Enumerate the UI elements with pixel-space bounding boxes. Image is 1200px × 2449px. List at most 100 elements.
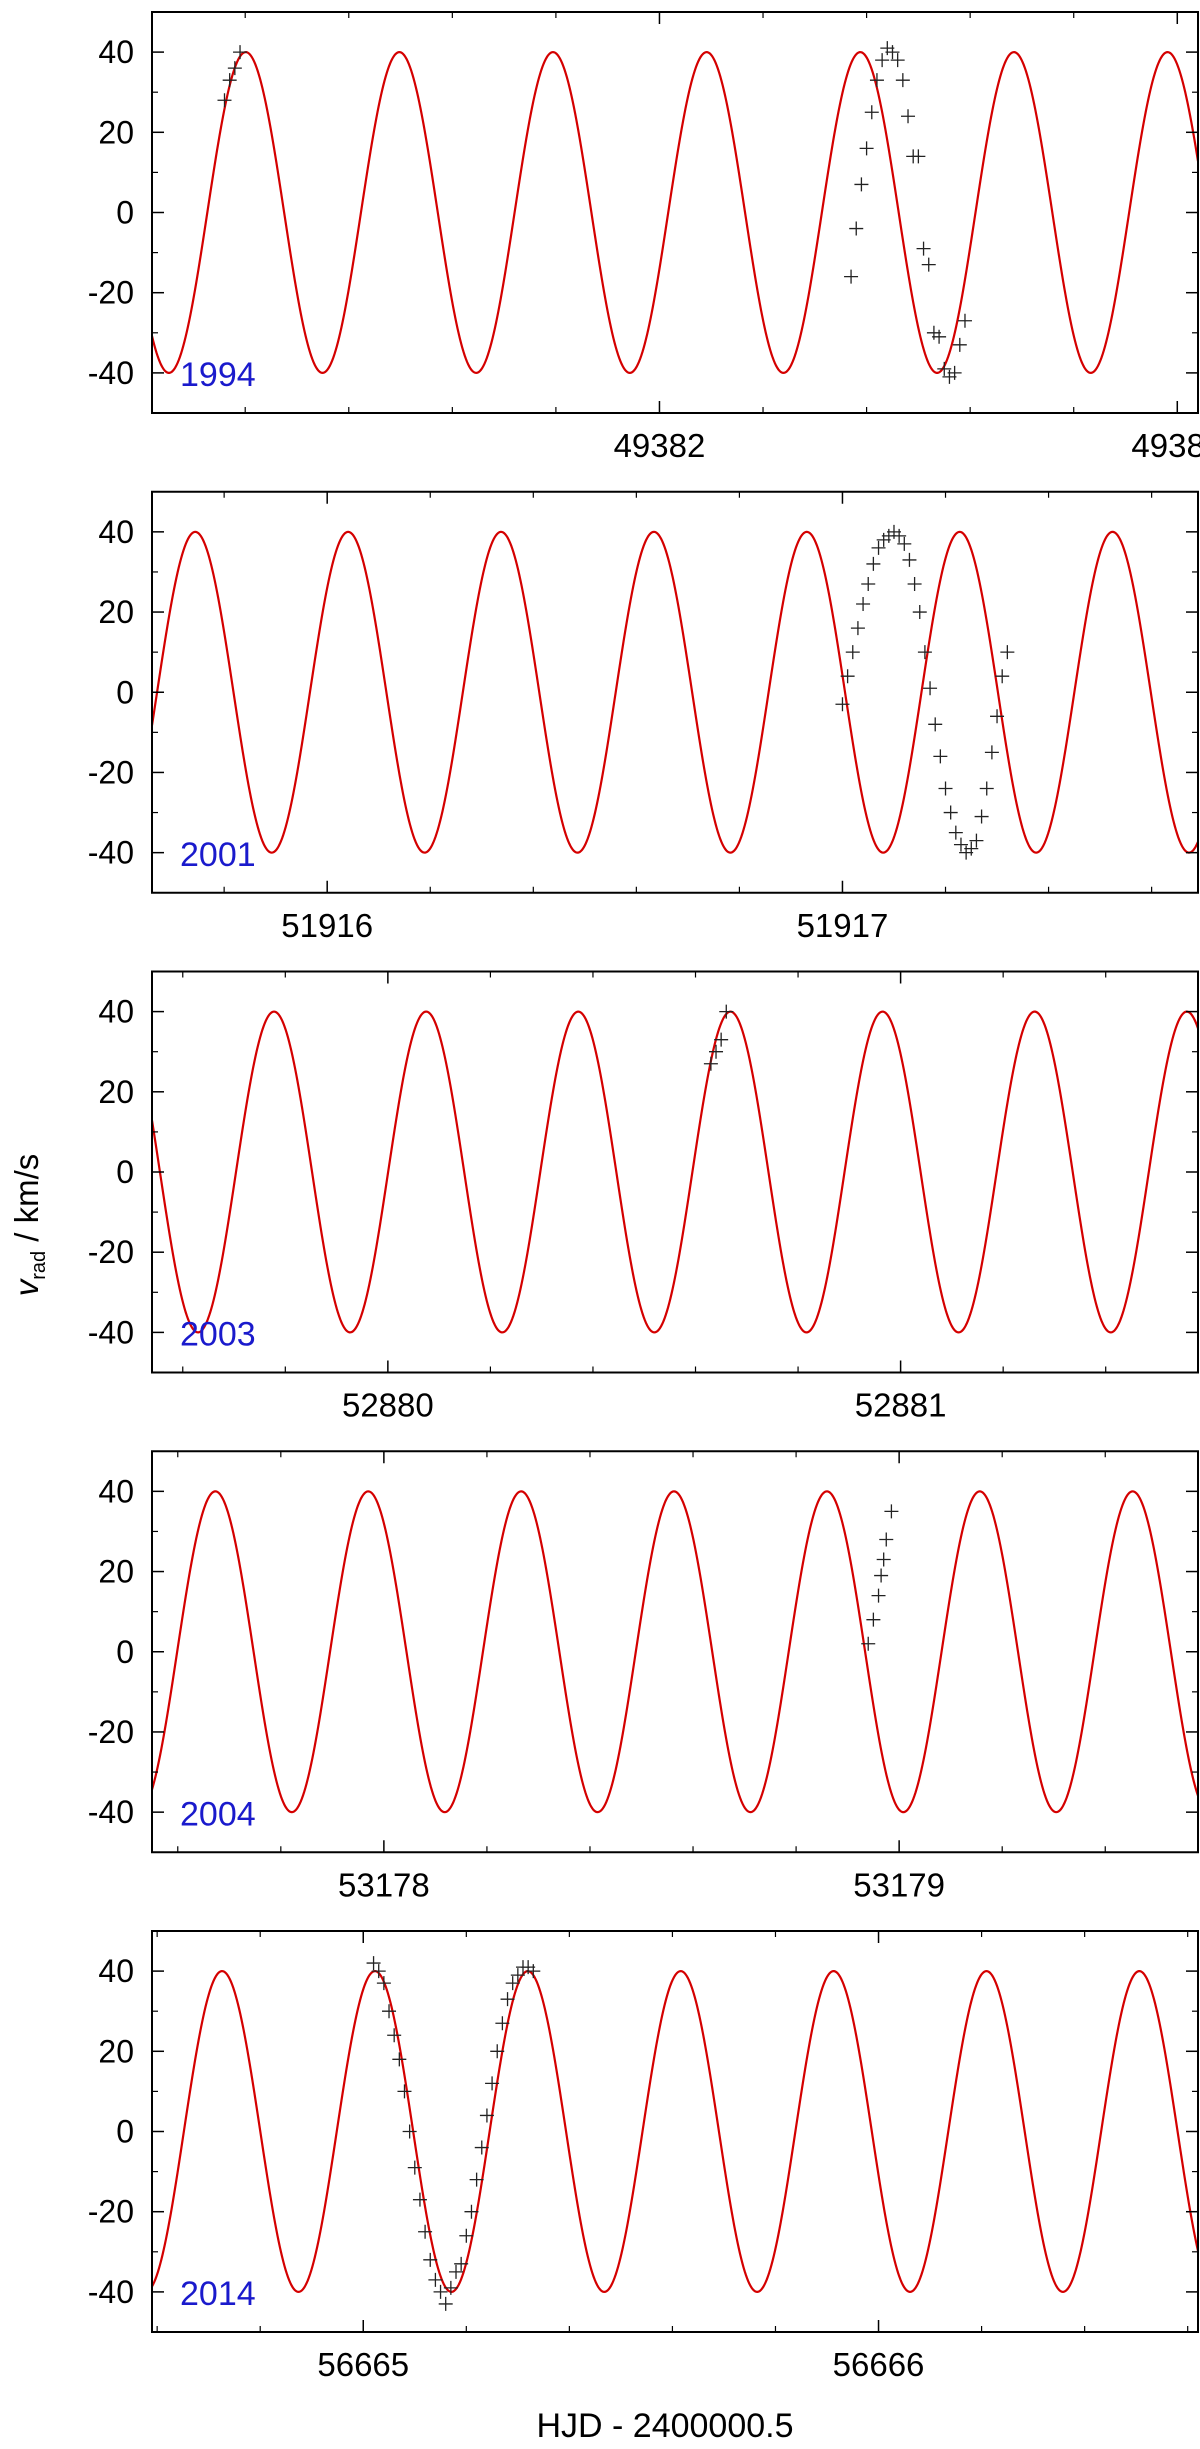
x-tick-label: 49382 (614, 427, 706, 464)
observation-point (932, 329, 947, 344)
observation-point (428, 2272, 443, 2287)
observation-point (469, 2172, 484, 2187)
observation-point (233, 45, 248, 60)
observation-point (459, 2228, 474, 2243)
observation-point (995, 669, 1010, 684)
observation-point (943, 805, 958, 820)
y-tick-label: 40 (98, 514, 134, 550)
observation-point (866, 1612, 881, 1627)
observation-point (933, 749, 948, 764)
observation-point (479, 2108, 494, 2123)
y-tick-label: -40 (88, 1314, 134, 1350)
observation-point (897, 536, 912, 551)
y-tick-label: -20 (88, 1714, 134, 1750)
x-axis-label: HJD - 2400000.5 (536, 2407, 793, 2445)
observation-point (397, 2084, 412, 2099)
y-tick-label: 40 (98, 994, 134, 1030)
observation-point (387, 2028, 402, 2043)
y-tick-label: 0 (116, 1154, 134, 1190)
observation-point (964, 841, 979, 856)
y-tick-label: 20 (98, 594, 134, 630)
x-tick-label: 56666 (833, 2346, 925, 2383)
y-tick-label: 20 (98, 2033, 134, 2069)
observation-point (392, 2052, 407, 2067)
observation-point (861, 576, 876, 591)
observation-point (418, 2224, 433, 2239)
observation-point (526, 1964, 541, 1979)
observation-point (890, 53, 905, 68)
observation-point (490, 2044, 505, 2059)
panel-2014: -40 -20 0 20 40 56665 56666 2014 (88, 1930, 1199, 2383)
observation-point (969, 833, 984, 848)
x-tick-label: 51916 (281, 907, 373, 944)
observation-point (884, 1504, 899, 1519)
observation-point (412, 2192, 427, 2207)
observation-point (979, 781, 994, 796)
observation-point (222, 73, 237, 88)
y-tick-label: 40 (98, 1473, 134, 1509)
y-tick-label: 20 (98, 1074, 134, 1110)
observation-point (875, 53, 890, 68)
y-tick-label: 0 (116, 1634, 134, 1670)
observation-point (510, 1968, 525, 1983)
y-tick-label: -40 (88, 355, 134, 391)
observation-point (869, 73, 884, 88)
observation-point (217, 93, 232, 108)
observation-point (879, 1532, 894, 1547)
y-tick-label: -40 (88, 1794, 134, 1830)
observation-point (844, 269, 859, 284)
observation-point (464, 2204, 479, 2219)
observation-point (845, 645, 860, 660)
observation-point (917, 645, 932, 660)
observation-point (990, 709, 1005, 724)
panel-2001: -40 -20 0 20 40 51916 51917 2001 (88, 490, 1199, 944)
observation-point (366, 1956, 381, 1971)
observation-point (433, 2284, 448, 2299)
observation-point (866, 556, 881, 571)
model-curve (152, 50, 1198, 375)
year-label: 2014 (180, 2275, 256, 2313)
observation-point (835, 697, 850, 712)
observation-point (856, 597, 871, 612)
model-curve (152, 1010, 1198, 1334)
observation-point (947, 365, 962, 380)
x-tick-label: 53179 (853, 1866, 945, 1903)
observation-point (376, 1976, 391, 1991)
plot-frame (151, 1930, 1199, 2333)
y-tick-label: 20 (98, 1554, 134, 1590)
plot-frame (151, 970, 1199, 1374)
y-tick-label: 20 (98, 114, 134, 150)
y-axis-label-subscript: rad (28, 1251, 50, 1280)
observation-point (874, 1568, 889, 1583)
x-tick-label: 51917 (797, 907, 889, 944)
year-label: 1994 (180, 356, 256, 394)
y-tick-label: 0 (116, 2114, 134, 2150)
observation-point (485, 2076, 500, 2091)
observation-point (984, 745, 999, 760)
x-tick-label: 49383 (1131, 427, 1200, 464)
y-tick-label: 0 (116, 674, 134, 710)
observation-point (423, 2252, 438, 2267)
model-curve (152, 1490, 1198, 1814)
y-tick-label: -40 (88, 2274, 134, 2310)
y-tick-label: -20 (88, 1234, 134, 1270)
observation-point (854, 177, 869, 192)
observation-point (938, 781, 953, 796)
year-label: 2004 (180, 1795, 256, 1833)
x-tick-label: 53178 (338, 1866, 430, 1903)
observation-point (895, 73, 910, 88)
observation-point (500, 1992, 515, 2007)
year-label: 2001 (180, 836, 256, 874)
y-tick-label: -20 (88, 2194, 134, 2230)
observation-point (474, 2140, 489, 2155)
observation-point (876, 1552, 891, 1567)
x-tick-label: 56665 (317, 2346, 409, 2383)
observation-point (840, 669, 855, 684)
y-tick-label: -20 (88, 754, 134, 790)
observation-point (907, 576, 922, 591)
y-tick-label: 40 (98, 34, 134, 70)
observation-point (952, 337, 967, 352)
observation-point (454, 2256, 469, 2271)
observation-point (495, 2016, 510, 2031)
